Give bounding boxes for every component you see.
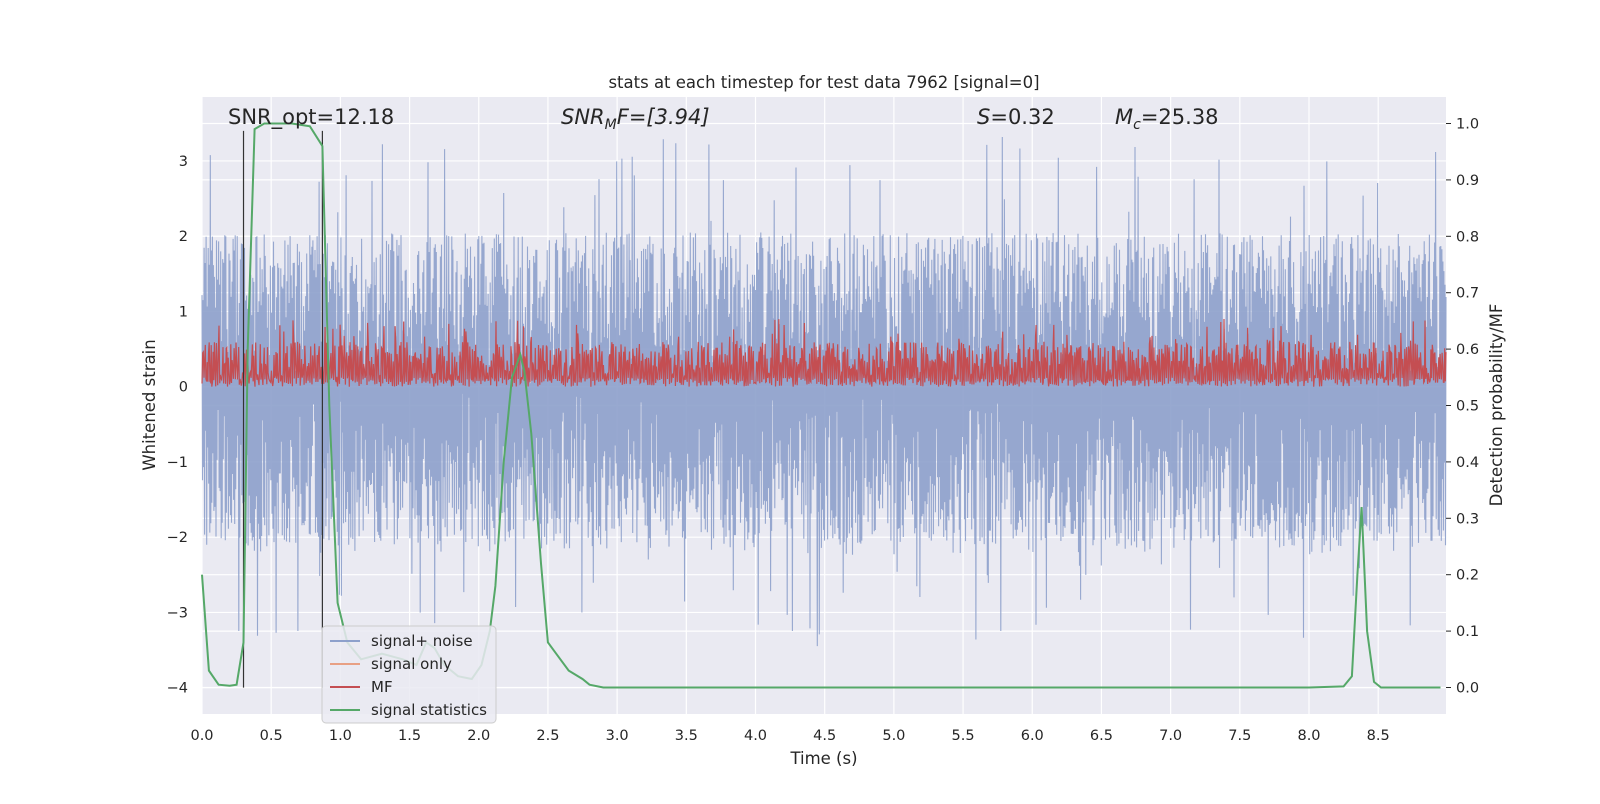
mc-annotation: Mc=25.38 <box>1115 105 1219 133</box>
y2-tick-label: 0.7 <box>1456 286 1479 302</box>
mf-series <box>201 318 1447 387</box>
snr-opt-annotation: SNR_opt=12.18 <box>228 105 394 130</box>
legend-label-mf: MF <box>371 678 393 696</box>
y2-tick-label: 0.9 <box>1456 173 1479 189</box>
x-tick-label: 6.0 <box>1021 728 1044 744</box>
x-tick-label: 2.5 <box>536 728 559 744</box>
x-tick-label: 8.5 <box>1367 728 1390 744</box>
x-tick-label: 1.5 <box>398 728 421 744</box>
y-tick-label: 0 <box>179 380 188 396</box>
y2-tick-label: 0.0 <box>1456 680 1479 696</box>
y-axis-label: Whitened strain <box>140 339 159 470</box>
y-tick-label: 2 <box>179 229 188 245</box>
x-tick-label: 4.0 <box>744 728 767 744</box>
signal-statistics-line <box>201 122 1441 689</box>
x-tick-label: 0.0 <box>190 728 213 744</box>
y-tick-label: −2 <box>167 530 188 546</box>
y-tick-label: −4 <box>167 681 188 697</box>
signal-noise-series <box>201 136 1447 647</box>
x-tick-label: 8.0 <box>1297 728 1320 744</box>
y2-tick-label: 0.4 <box>1456 455 1479 471</box>
y-tick-label: 1 <box>179 304 188 320</box>
x-tick-label: 2.0 <box>467 728 490 744</box>
x-tick-label: 0.5 <box>260 728 283 744</box>
x-tick-label: 1.0 <box>329 728 352 744</box>
y-tick-label: 3 <box>179 154 188 170</box>
signal-noise-line <box>201 136 1447 647</box>
x-tick-label: 4.5 <box>813 728 836 744</box>
y2-tick-label: 0.2 <box>1456 568 1479 584</box>
x-axis-label: Time (s) <box>789 749 857 768</box>
x-tick-label: 6.5 <box>1090 728 1113 744</box>
legend-label-signal-only: signal only <box>371 655 452 673</box>
legend-label-signal-noise: signal+ noise <box>371 632 473 650</box>
y2-tick-label: 0.3 <box>1456 511 1479 527</box>
y2-axis-label: Detection probability/MF <box>1487 304 1506 507</box>
y-tick-label: −1 <box>167 455 188 471</box>
x-tick-label: 5.0 <box>882 728 905 744</box>
mf-line <box>201 318 1447 387</box>
s-annotation: S=0.32 <box>977 105 1055 129</box>
legend-box <box>321 625 497 724</box>
signal-statistics-series <box>201 122 1441 689</box>
legend-label-signal-statistics: signal statistics <box>371 701 487 719</box>
x-tick-label: 3.5 <box>675 728 698 744</box>
x-tick-label: 3.0 <box>606 728 629 744</box>
x-tick-label: 5.5 <box>952 728 975 744</box>
snr-mf-annotation: SNRMF=[3.94] <box>561 105 710 133</box>
x-tick-label: 7.0 <box>1159 728 1182 744</box>
y2-tick-label: 0.8 <box>1456 229 1479 245</box>
legend: signal+ noise signal only MF signal stat… <box>321 625 497 724</box>
chart-title: stats at each timestep for test data 796… <box>608 73 1039 92</box>
y2-tick-label: 1.0 <box>1456 117 1479 133</box>
y2-tick-labels: 0.0 0.1 0.2 0.3 0.4 0.5 0.6 0.7 0.8 0.9 1.0 <box>1446 117 1479 696</box>
y2-tick-label: 0.6 <box>1456 342 1479 358</box>
x-tick-labels: 0.0 0.5 1.0 1.5 2.0 2.5 3.0 3.5 4.0 4.5 5.0 5.5 6.0 6… <box>190 728 1389 744</box>
y2-tick-label: 0.5 <box>1456 399 1479 415</box>
y-tick-label: −3 <box>167 605 188 621</box>
y-tick-labels: −4 −3 −2 −1 0 1 2 3 <box>167 154 188 697</box>
y2-tick-label: 0.1 <box>1456 624 1479 640</box>
x-tick-label: 7.5 <box>1228 728 1251 744</box>
